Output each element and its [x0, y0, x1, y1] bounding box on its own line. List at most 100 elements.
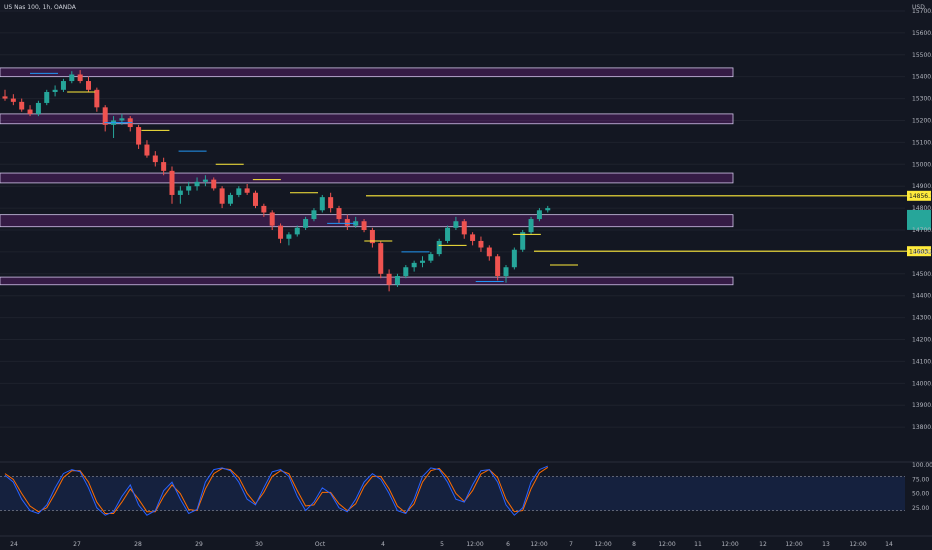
grid: [0, 10, 905, 428]
candle-body: [161, 162, 167, 171]
stochastic-tick-label: 50.00: [912, 491, 929, 498]
price-tick-label: 15200.0: [912, 117, 932, 124]
time-tick-label: 4: [381, 541, 385, 548]
candle-body: [403, 267, 409, 276]
candle-body: [328, 197, 334, 209]
stochastic-band: [0, 476, 905, 511]
candle-body: [35, 102, 41, 114]
candle-body: [461, 221, 467, 235]
candle-body: [478, 240, 484, 248]
candle-body: [353, 221, 359, 226]
time-tick-label: 12:00: [785, 541, 802, 548]
candle-body: [411, 262, 417, 268]
supply-demand-zone: [0, 276, 734, 286]
candle-body: [369, 230, 375, 244]
price-axis[interactable]: 15700.0 15600.0 15500.0 15400.0 15300.0 15200…: [912, 8, 932, 431]
currency-label: USD: [912, 4, 925, 11]
candle-body: [102, 107, 108, 125]
supply-demand-zone: [0, 113, 734, 125]
candle-body: [303, 219, 309, 228]
candle-body: [436, 240, 442, 255]
candle-body: [19, 101, 25, 110]
candle-body: [194, 181, 200, 187]
candle-body: [177, 190, 183, 195]
candle-body: [2, 96, 8, 99]
candle-body: [319, 197, 325, 211]
time-tick-label: 30: [255, 541, 263, 548]
price-tick-label: 13800.0: [912, 424, 932, 431]
candle-body: [10, 98, 16, 102]
time-tick-label: 12:00: [849, 541, 866, 548]
candle-body: [152, 155, 158, 163]
time-tick-label: 24: [10, 541, 18, 548]
candle-body: [86, 81, 91, 90]
price-tick-label: 15500.0: [912, 52, 932, 59]
candle-body: [470, 234, 476, 241]
candle-body: [144, 144, 150, 156]
price-tick-label: 14900.0: [912, 183, 932, 190]
candle-body: [428, 254, 434, 261]
candle-body: [294, 227, 300, 235]
price-tag-label: 14856.1: [909, 193, 932, 200]
price-tag: [907, 190, 931, 201]
price-tick-label: 15100.0: [912, 139, 932, 146]
candle-body: [202, 179, 208, 182]
stochastic-panel: 100.00 75.00 50.00 25.00: [0, 461, 932, 516]
time-tick-label: 12: [759, 541, 767, 548]
candle-body: [528, 219, 534, 233]
time-tick-label: 11: [694, 541, 702, 548]
price-tick-label: 15600.0: [912, 30, 932, 37]
stochastic-tick-label: 100.00: [912, 462, 932, 469]
candle-body: [420, 260, 425, 263]
candle-body: [445, 227, 451, 241]
candle-body: [361, 221, 367, 230]
pivot-marks: [30, 72, 578, 282]
zones: [0, 67, 734, 286]
candle-body: [219, 188, 225, 204]
price-tick-label: 15400.0: [912, 74, 932, 81]
candle-body: [311, 210, 317, 220]
stochastic-tick-label: 25.00: [912, 505, 929, 512]
time-tick-label: 5: [440, 541, 444, 548]
candle-body: [94, 89, 100, 108]
candle-body: [186, 186, 192, 191]
candle-body: [545, 208, 551, 211]
candle-body: [77, 74, 83, 82]
time-tick-label: Oct: [315, 541, 326, 548]
candle-body: [394, 276, 400, 285]
price-tick-label: 14100.0: [912, 358, 932, 365]
candle-body: [60, 81, 66, 90]
price-tick-label: 15000.0: [912, 161, 932, 168]
price-tick-label: 14700.0: [912, 227, 932, 234]
candle-body: [495, 256, 501, 276]
time-tick-label: 28: [134, 541, 142, 548]
candle-body: [536, 210, 542, 220]
candle-body: [286, 234, 292, 239]
supply-demand-zone: [0, 67, 734, 78]
candle-body: [486, 247, 492, 257]
price-tick-label: 14800.0: [912, 205, 932, 212]
time-tick-label: 12:00: [466, 541, 483, 548]
price-tick-label: 14600.0: [912, 249, 932, 256]
candle-body: [44, 92, 50, 103]
time-axis[interactable]: 24 27 28 29 30 Oct 4 5 12:00 6 12:00 7 12:00 8 12:00 11…: [0, 535, 932, 548]
time-tick-label: 29: [195, 541, 203, 548]
candle-body: [503, 267, 509, 276]
time-tick-label: 8: [632, 541, 636, 548]
candle-body: [453, 221, 459, 228]
price-tick-label: 13900.0: [912, 402, 932, 409]
stochastic-d-line: [4, 466, 549, 514]
candle-body: [244, 188, 250, 193]
time-tick-label: 6: [506, 541, 510, 548]
candle-body: [27, 109, 33, 114]
candle-body: [227, 194, 233, 204]
candle-body: [253, 192, 258, 206]
current-price-tag: [907, 209, 931, 230]
candle-body: [378, 243, 384, 274]
price-tick-label: 14300.0: [912, 315, 932, 322]
price-tag: [907, 246, 931, 257]
candle-body: [69, 74, 75, 82]
time-tick-label: 12:00: [594, 541, 611, 548]
